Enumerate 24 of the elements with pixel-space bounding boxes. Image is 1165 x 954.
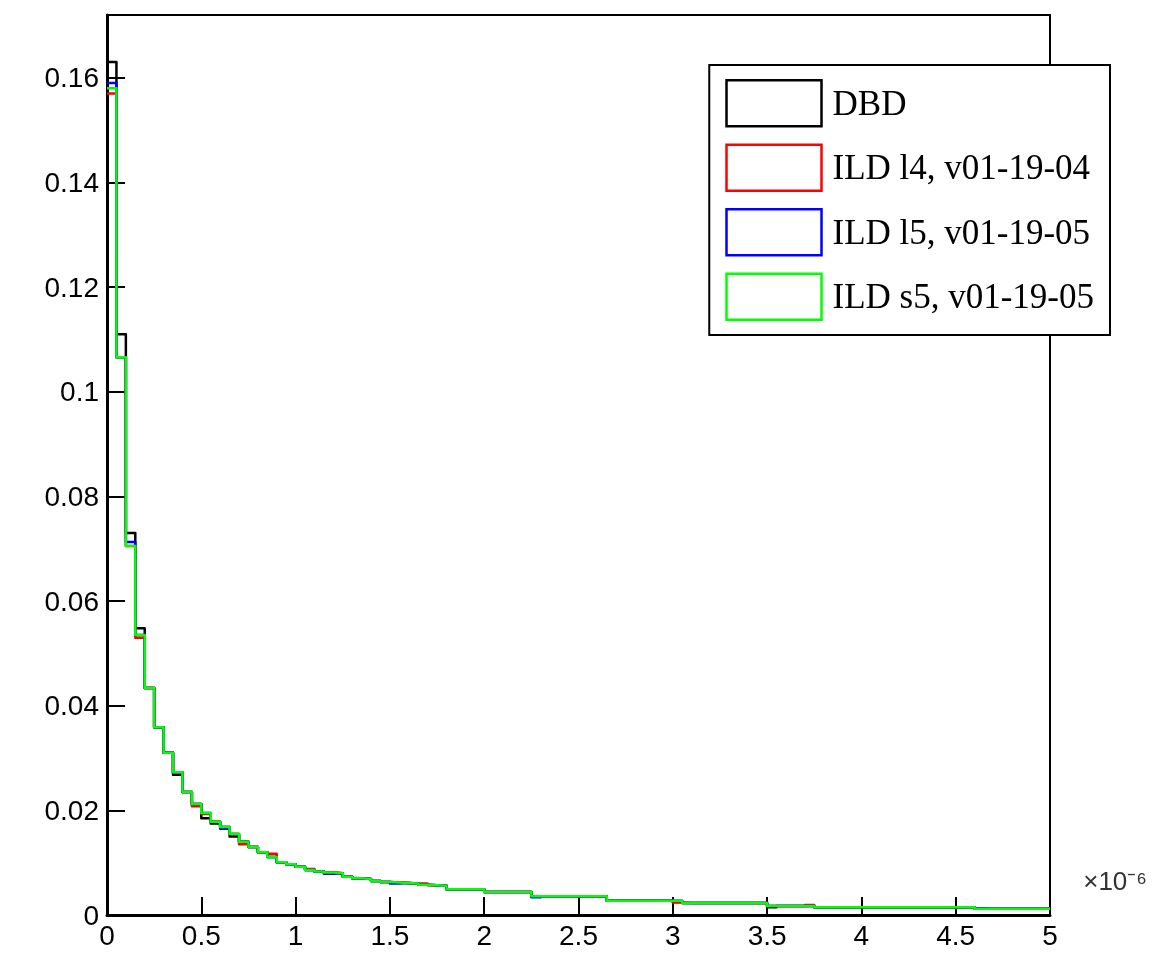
x-tick-label: 4 — [853, 919, 870, 951]
x-tick-label: 2.5 — [559, 919, 598, 951]
x-tick-label: 1.5 — [370, 919, 410, 951]
x-tick-label: 1 — [287, 919, 304, 951]
y-tick-label: 0.04 — [44, 690, 99, 722]
x-tick-label: 2 — [476, 919, 492, 951]
x-tick-label: 3 — [665, 919, 681, 951]
y-tick-label: 0.08 — [44, 480, 99, 512]
y-tick-label: 0.12 — [44, 271, 99, 303]
x-tick-label: 3.5 — [747, 919, 787, 951]
legend-label: ILD l4, v01-19-04 — [832, 148, 1091, 188]
legend-label: ILD l5, v01-19-05 — [832, 212, 1091, 252]
y-tick-label: 0.06 — [44, 585, 99, 617]
y-tick-label: 0.14 — [44, 166, 99, 198]
y-tick-label: 0.16 — [44, 62, 99, 94]
y-tick-label: 0 — [83, 899, 99, 931]
x-tick-label: 5 — [1042, 919, 1058, 951]
x-tick-label: 0.5 — [181, 919, 221, 951]
x-tick-label: 4.5 — [936, 919, 976, 951]
y-tick-label: 0.02 — [44, 794, 99, 826]
legend-label: ILD s5, v01-19-05 — [832, 277, 1095, 317]
text: ×10⁻⁶ — [1083, 866, 1148, 896]
y-tick-label: 0.1 — [60, 376, 99, 408]
legend-label: DBD — [832, 83, 907, 123]
